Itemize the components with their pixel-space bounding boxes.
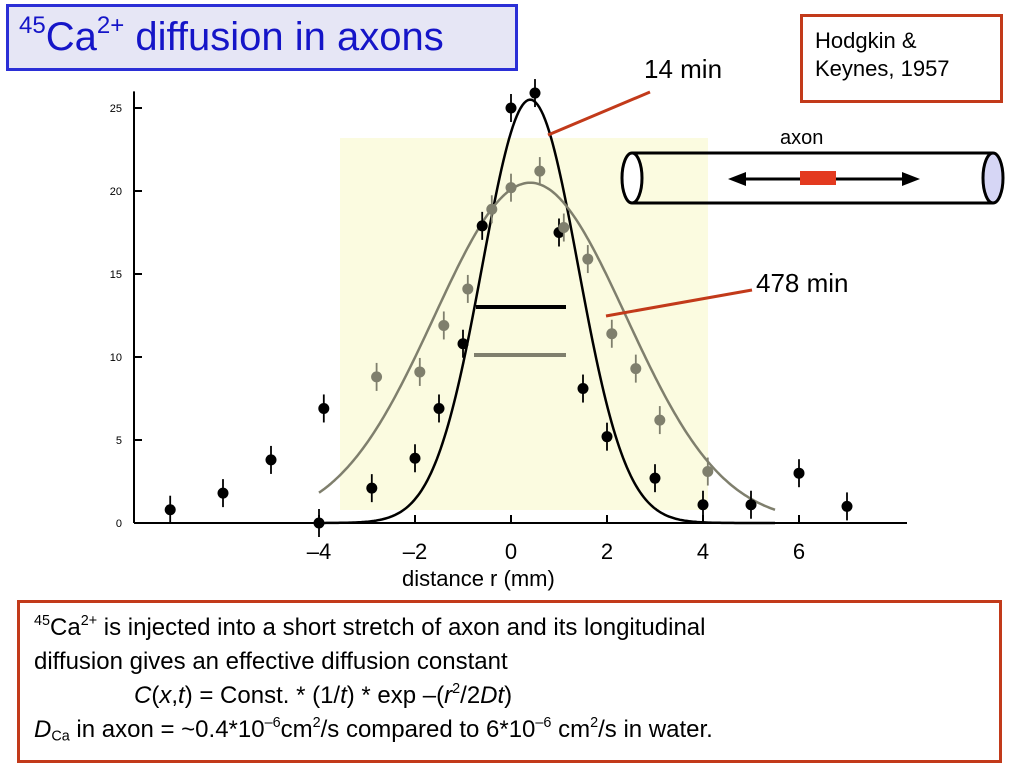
chart-axes: 0 5 10 15 20 25 –4 –2 0 2 4 6 [110, 91, 907, 564]
data-point [433, 402, 445, 414]
citation-line-1: Hodgkin & [815, 28, 917, 53]
data-point [745, 499, 757, 511]
data-point [702, 466, 714, 478]
description-line-1: 45Ca2+ is injected into a short stretch … [34, 612, 706, 641]
y-tick-label: 10 [110, 352, 122, 364]
leader-line-14min [547, 90, 651, 137]
diffusion-formula: C(x,t) = Const. * (1/t) * exp –(r2/2Dt) [134, 680, 513, 709]
diffusion-constant-comparison: DCa in axon = ~0.4*10–6cm2/s compared to… [34, 714, 713, 745]
data-point [697, 499, 709, 511]
x-tick-label: 0 [505, 539, 517, 564]
data-point [558, 222, 570, 234]
data-point [217, 487, 229, 499]
injection-site-marker [800, 171, 836, 185]
data-point [318, 402, 330, 414]
data-point [654, 414, 666, 426]
axon-left-end [620, 151, 644, 205]
data-point [505, 182, 517, 194]
slide-title: 45Ca2+ diffusion in axons [19, 12, 444, 59]
data-point [438, 319, 450, 331]
highlight-region [340, 138, 708, 510]
data-point [313, 517, 325, 529]
label-14-min: 14 min [644, 54, 723, 84]
data-point [462, 283, 474, 295]
label-478-min: 478 min [756, 268, 849, 298]
data-point [457, 338, 469, 350]
data-point [505, 102, 517, 114]
x-tick-label: –4 [307, 539, 331, 564]
data-point [409, 452, 421, 464]
y-tick-label: 15 [110, 269, 122, 281]
axon-arrow-right-head [902, 172, 920, 186]
data-point [371, 371, 383, 383]
fit-curve-14-min [319, 98, 775, 525]
data-point [476, 220, 488, 232]
x-tick-label: –2 [403, 539, 427, 564]
description-line-2: diffusion gives an effective diffusion c… [34, 648, 508, 675]
data-point [601, 431, 613, 443]
data-point [841, 500, 853, 512]
data-point [630, 363, 642, 375]
data-point [577, 383, 589, 395]
data-point [529, 87, 541, 99]
fit-curves [318, 98, 776, 525]
data-point [366, 482, 378, 494]
description-box: 45Ca2+ is injected into a short stretch … [17, 600, 1002, 763]
leader-line-478min [605, 288, 753, 318]
x-tick-label: 6 [793, 539, 805, 564]
data-point [606, 328, 618, 340]
data-point [534, 165, 546, 177]
label-axon: axon [780, 127, 824, 149]
data-point [793, 467, 805, 479]
axon-arrow-left-head [728, 172, 746, 186]
data-point [414, 366, 426, 378]
axon-diagram [620, 151, 1005, 205]
x-tick-label: 2 [601, 539, 613, 564]
y-tick-label: 5 [116, 435, 122, 447]
data-points [164, 79, 853, 537]
data-point [649, 472, 661, 484]
citation-box: Hodgkin & Keynes, 1957 [800, 14, 1003, 103]
y-tick-label: 20 [110, 186, 122, 198]
citation-line-2: Keynes, 1957 [815, 56, 950, 81]
x-axis-label: distance r (mm) [402, 566, 555, 591]
data-point [164, 504, 176, 516]
data-point [265, 454, 277, 466]
data-point [582, 253, 594, 265]
y-tick-label: 25 [110, 103, 122, 115]
axon-right-end [981, 151, 1005, 205]
y-tick-label: 0 [116, 518, 122, 530]
fit-curve-478-min [318, 181, 776, 511]
x-tick-label: 4 [697, 539, 709, 564]
slide-title-box: 45Ca2+ diffusion in axons [6, 4, 518, 71]
data-point [486, 203, 498, 215]
